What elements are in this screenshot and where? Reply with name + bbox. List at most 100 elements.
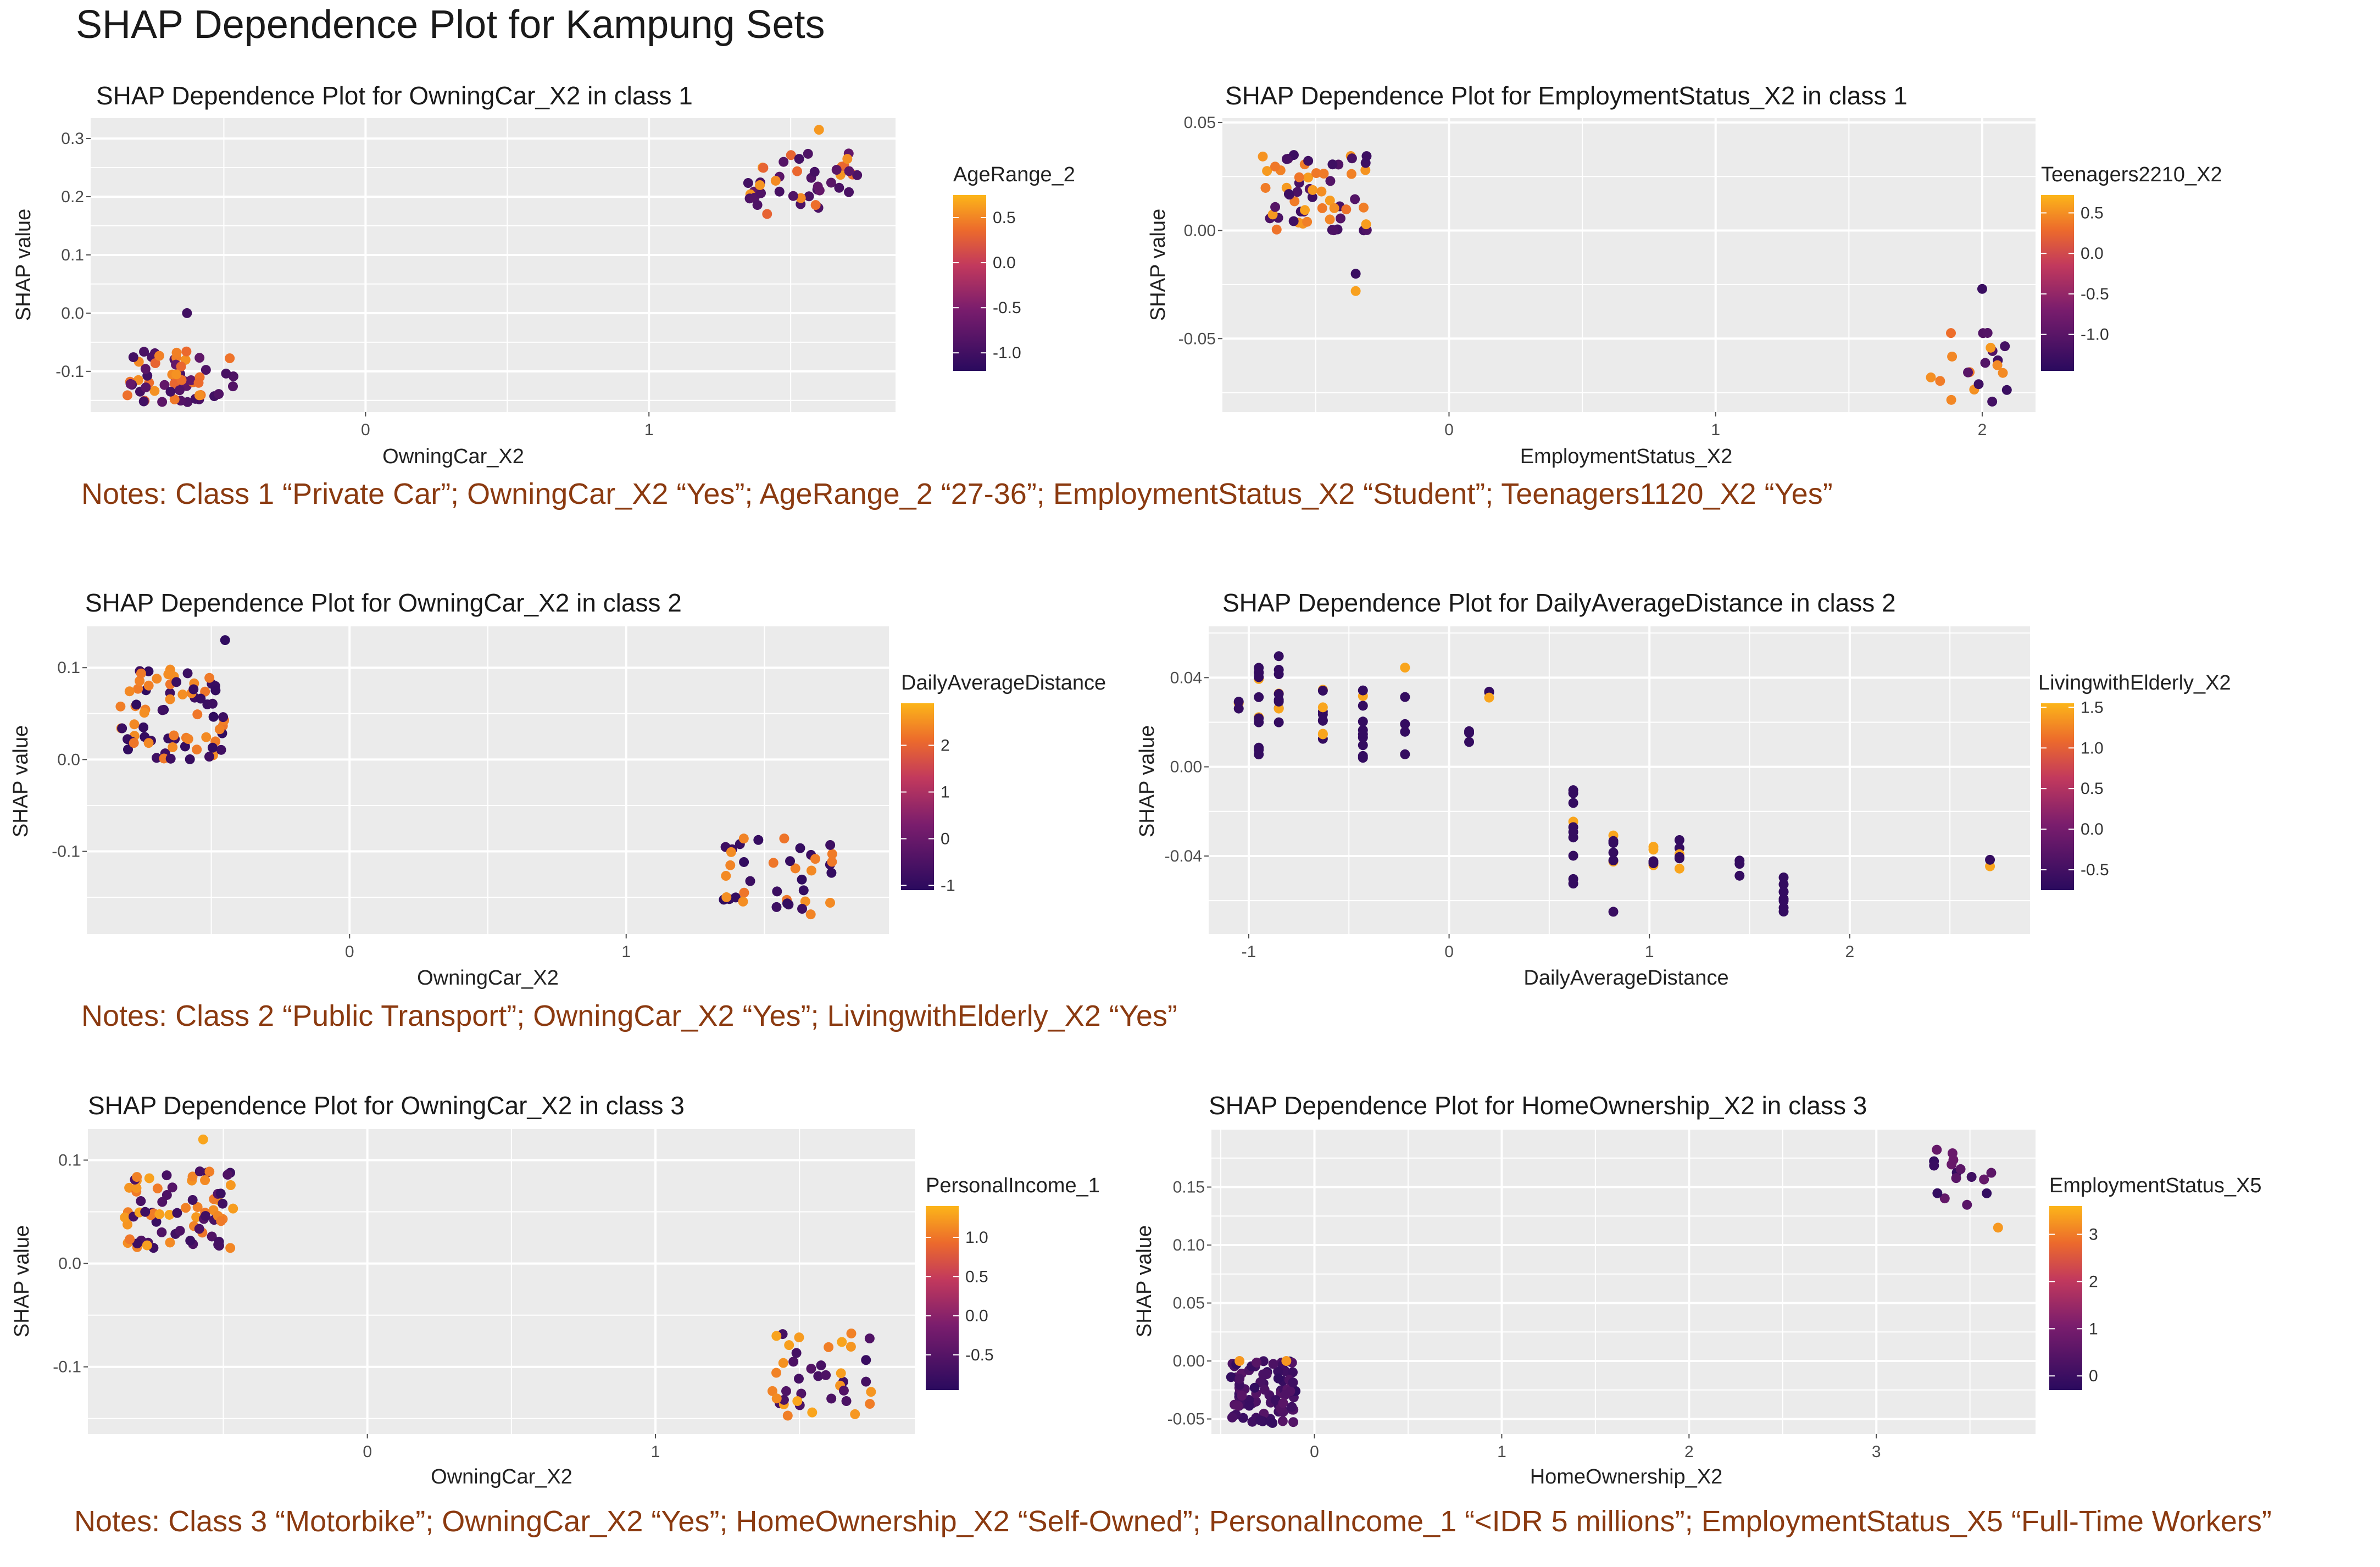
chart-4-point <box>1568 785 1578 796</box>
chart-5-point <box>794 1332 804 1343</box>
chart-5-point <box>194 1166 205 1176</box>
chart-4-point <box>1674 863 1684 874</box>
chart-3-point <box>143 680 154 691</box>
notes-class-2: Notes: Class 2 “Public Transport”; Ownin… <box>81 999 1177 1032</box>
chart-6-point <box>1235 1356 1245 1366</box>
chart-4-point <box>1484 692 1494 703</box>
chart-1-point <box>159 380 170 390</box>
chart-5-point <box>223 1170 233 1180</box>
notes-class-3: Notes: Class 3 “Motorbike”; OwningCar_X2… <box>74 1505 2272 1538</box>
chart-1-point <box>813 181 823 192</box>
chart-5-point <box>187 1194 198 1205</box>
chart-6-legend-tick-label: 0 <box>2089 1367 2098 1385</box>
chart-1-point <box>844 187 854 197</box>
chart-6-point <box>1235 1374 1245 1384</box>
chart-6-point <box>1281 1356 1292 1366</box>
chart-5-owningcar-class3: 0 1 -0.1 0.0 0.1 SHAP Dependence Plot for Ow… <box>10 1091 1100 1488</box>
chart-1-point <box>125 379 136 389</box>
chart-3-point <box>210 685 221 696</box>
chart-2-point <box>1325 176 1336 186</box>
chart-3-point <box>171 677 182 687</box>
chart-3-point <box>207 698 218 709</box>
chart-4-legend-tick-label: 0.5 <box>2081 780 2104 798</box>
chart-5-point <box>225 1180 236 1191</box>
chart-4-point <box>1568 822 1578 832</box>
chart-3-point <box>726 847 736 857</box>
chart-4-point <box>1254 672 1264 682</box>
chart-2-point <box>1308 185 1318 195</box>
chart-5-point <box>837 1337 847 1347</box>
chart-5-point <box>771 1393 782 1404</box>
chart-5-ticks: 0 1 -0.1 0.0 0.1 <box>53 1151 660 1461</box>
chart-2-point <box>1946 328 1956 338</box>
chart-3-point <box>117 723 127 734</box>
chart-6-xtick-label: 1 <box>1497 1443 1506 1461</box>
chart-6-point <box>1237 1391 1247 1401</box>
chart-2-point <box>1327 159 1338 170</box>
chart-5-xtick-label: 1 <box>651 1443 660 1461</box>
chart-1-point <box>786 150 796 160</box>
chart-5-point <box>813 1371 824 1381</box>
chart-6-point <box>1280 1390 1291 1400</box>
chart-5-point <box>200 1175 210 1186</box>
chart-5-point <box>132 1172 142 1182</box>
chart-6-point <box>1929 1160 1939 1171</box>
chart-2-point <box>1350 194 1360 204</box>
chart-2-legend-ticks: 0.5 0.0 -0.5 -1.0 <box>2041 204 2109 344</box>
chart-2-point <box>1281 154 1292 164</box>
chart-4-ylabel: SHAP value <box>1136 725 1159 837</box>
chart-6-ytick-label: 0.10 <box>1173 1236 1205 1254</box>
chart-3-title: SHAP Dependence Plot for OwningCar_X2 in… <box>85 588 682 617</box>
chart-2-point <box>1300 205 1310 215</box>
chart-3-ylabel: SHAP value <box>9 725 32 837</box>
chart-1-legend-tick-label: -1.0 <box>993 344 1021 362</box>
chart-6-points <box>1226 1144 2003 1428</box>
chart-3-point <box>180 741 190 752</box>
chart-2-point <box>1926 372 1936 382</box>
chart-3-point <box>192 744 202 755</box>
notes-class-1: Notes: Class 1 “Private Car”; OwningCar_… <box>81 477 1833 510</box>
chart-2-point <box>1283 189 1294 199</box>
chart-6-point <box>1979 1174 1989 1185</box>
chart-1-point <box>844 166 854 176</box>
chart-5-point <box>792 1396 803 1407</box>
chart-1-owningcar-class1: 0 1 -0.1 0.0 0.1 0.2 0.3 SHAP Dependence Plot … <box>12 81 1075 468</box>
chart-1-point <box>122 390 132 401</box>
chart-5-point <box>218 1198 228 1209</box>
chart-4-point <box>1568 798 1578 808</box>
chart-3-point <box>771 902 782 912</box>
chart-5-point <box>771 1368 782 1378</box>
chart-5-point <box>152 1183 163 1194</box>
chart-1-point <box>169 394 180 404</box>
chart-6-point <box>1947 1159 1957 1170</box>
chart-3-ticks: 0 1 -0.1 0.0 0.1 <box>52 659 631 961</box>
chart-3-point <box>826 868 837 878</box>
chart-5-point <box>864 1333 875 1344</box>
chart-1-point <box>743 178 753 188</box>
chart-5-point <box>191 1212 202 1223</box>
chart-6-point <box>1986 1168 1997 1178</box>
chart-2-point <box>1303 173 1314 183</box>
chart-3-point <box>208 712 219 722</box>
chart-4-xtick-label: 0 <box>1444 943 1454 961</box>
chart-5-point <box>165 1237 175 1248</box>
chart-5-point <box>788 1357 799 1367</box>
chart-1-ticks: 0 1 -0.1 0.0 0.1 0.2 0.3 <box>55 130 653 439</box>
chart-4-point <box>1254 744 1264 755</box>
chart-1-xtick-label: 0 <box>361 421 370 439</box>
chart-6-point <box>1982 1188 1992 1198</box>
chart-2-point <box>1262 166 1272 176</box>
chart-2-point <box>1350 269 1361 279</box>
chart-5-point <box>192 1202 203 1212</box>
chart-2-point <box>1980 358 1990 368</box>
chart-4-point <box>1778 872 1789 882</box>
chart-1-point <box>758 163 769 173</box>
chart-4-point <box>1274 717 1284 727</box>
chart-2-ytick-label: -0.05 <box>1178 330 1216 348</box>
chart-1-legend-tick-label: 0.0 <box>993 254 1016 272</box>
chart-1-point <box>225 353 235 364</box>
chart-4-point <box>1608 907 1619 917</box>
chart-1-point <box>810 200 821 210</box>
chart-5-point <box>164 1209 175 1220</box>
